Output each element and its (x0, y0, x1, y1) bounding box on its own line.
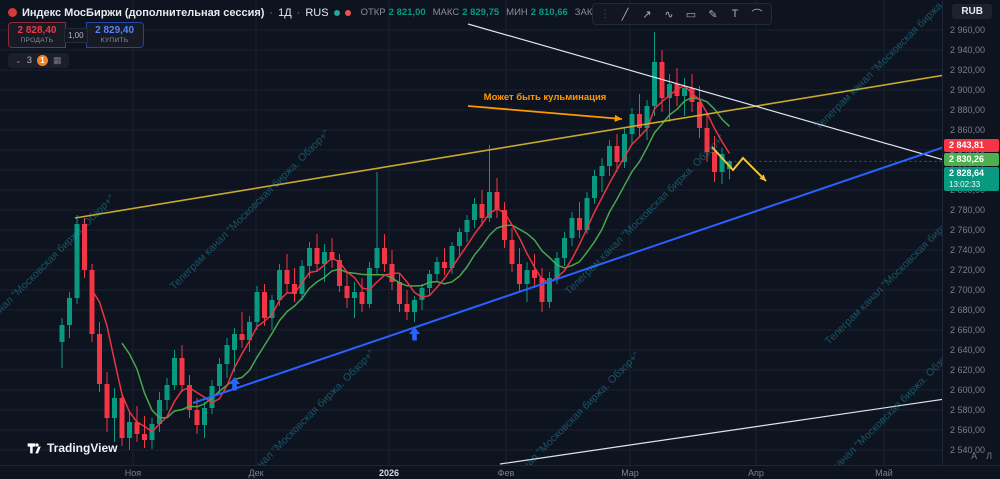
price-scale-label: 2 860,00 (950, 125, 986, 135)
tradingview-logo-icon (27, 443, 41, 454)
magnet-tool[interactable]: ⌒ (751, 9, 763, 21)
ma-price-badge: 2 843,81 (944, 139, 999, 153)
indicator-dot-teal-icon (333, 9, 340, 16)
price-axis[interactable]: 2 960,00 2 940,00 2 920,00 2 900,00 2 880,00… (942, 0, 1000, 465)
currency-button[interactable]: RUB (952, 4, 992, 19)
ohlc-close-label: ЗАКР (574, 7, 592, 18)
brush-tool[interactable]: ✎ (708, 8, 718, 21)
price-scale-label: 2 880,00 (950, 105, 986, 115)
ohlc-open-value: 2 821,00 (388, 7, 426, 18)
price-scale-label: 2 560,00 (950, 425, 986, 435)
exchange-label: RUS (305, 6, 329, 19)
layers-count: 3 (26, 55, 32, 66)
scale-buttons: А Л (971, 451, 992, 461)
price-scale-label: 2 700,00 (950, 285, 986, 295)
time-scale-label: Мар (621, 468, 639, 478)
spread-value: 1,00 (64, 27, 88, 43)
buy-button[interactable]: 2 829,40 КУПИТЬ (85, 22, 144, 48)
last-price-badge: 2 828,64 13:02:33 (944, 167, 999, 192)
rectangle-tool[interactable]: ▭ (685, 8, 697, 21)
time-scale-label: Ноя (124, 468, 142, 478)
ohlc-legend: ОТКР 2 821,00 МАКС 2 829,75 МИН 2 810,66… (361, 7, 592, 18)
legend-separator: · (269, 6, 274, 19)
legend-separator: · (296, 6, 301, 19)
chevron-down-icon: ⌄ (15, 56, 22, 65)
text-tool[interactable]: T (731, 8, 739, 20)
symbol-logo-icon (8, 8, 17, 17)
ohlc-high-value: 2 829,75 (462, 7, 500, 18)
indicator-dot-red-icon (344, 9, 351, 16)
price-scale-label: 2 760,00 (950, 225, 986, 235)
buy-price: 2 829,40 (95, 25, 135, 36)
auto-scale-button[interactable]: А (971, 451, 978, 461)
trade-panel: 2 828,40 ПРОДАТЬ 1,00 2 829,40 КУПИТЬ (8, 22, 144, 48)
ma-price-badge: 2 830,26 (944, 153, 999, 167)
price-scale-label: 2 640,00 (950, 345, 986, 355)
drag-handle-icon[interactable]: ⋮ (600, 8, 610, 20)
price-scale-label: 2 940,00 (950, 45, 986, 55)
sell-label: ПРОДАТЬ (20, 37, 54, 44)
symbol-title[interactable]: Индекс МосБиржи (дополнительная сессия) (22, 6, 265, 19)
wave-tool[interactable]: ∿ (664, 8, 674, 21)
time-scale-label: Апр (748, 468, 764, 478)
time-scale-label: 2026 (378, 468, 400, 478)
price-scale-label: 2 600,00 (950, 385, 986, 395)
price-scale-label: 2 660,00 (950, 325, 986, 335)
arrow-line-tool[interactable]: ↗ (642, 8, 652, 21)
price-scale-label: 2 620,00 (950, 365, 986, 375)
time-scale-label: Фев (497, 468, 515, 478)
ohlc-high-label: МАКС (432, 7, 460, 18)
tradingview-logo[interactable]: TradingView (26, 440, 117, 455)
price-scale-label: 2 960,00 (950, 25, 986, 35)
symbol-legend: Индекс МосБиржи (дополнительная сессия) … (8, 5, 592, 20)
objects-icon: ▦ (53, 55, 62, 65)
ohlc-low-value: 2 810,66 (530, 7, 568, 18)
time-scale-label: Дек (248, 468, 264, 478)
svg-text:Может быть кульминация: Может быть кульминация (484, 92, 607, 103)
price-scale-label: 2 680,00 (950, 305, 986, 315)
sell-button[interactable]: 2 828,40 ПРОДАТЬ (8, 22, 66, 48)
trend-line-tool[interactable]: ╱ (621, 8, 629, 21)
log-scale-button[interactable]: Л (986, 451, 992, 461)
time-scale-label: Май (875, 468, 893, 478)
price-scale-label: 2 740,00 (950, 245, 986, 255)
buy-label: КУПИТЬ (100, 37, 129, 44)
drawing-toolbar: ⋮ ╱ ↗ ∿ ▭ ✎ T ⌒ (592, 3, 772, 25)
price-scale-label: 2 720,00 (950, 265, 986, 275)
ohlc-low-label: МИН (506, 7, 528, 18)
price-scale-label: 2 900,00 (950, 85, 986, 95)
price-scale-label: 2 540,00 (950, 445, 986, 455)
layers-widget[interactable]: ⌄ 3 1 ▦ (8, 53, 69, 68)
interval-label[interactable]: 1Д (278, 6, 292, 19)
time-axis[interactable]: Ноя Дек 2026 Фев Мар Апр Май (0, 465, 1000, 479)
alert-badge: 1 (37, 55, 48, 66)
tradingview-logo-text: TradingView (47, 440, 118, 455)
price-scale-label: 2 780,00 (950, 205, 986, 215)
price-scale-label: 2 920,00 (950, 65, 986, 75)
ohlc-open-label: ОТКР (360, 7, 386, 18)
sell-price: 2 828,40 (17, 25, 57, 36)
price-scale-label: 2 580,00 (950, 405, 986, 415)
